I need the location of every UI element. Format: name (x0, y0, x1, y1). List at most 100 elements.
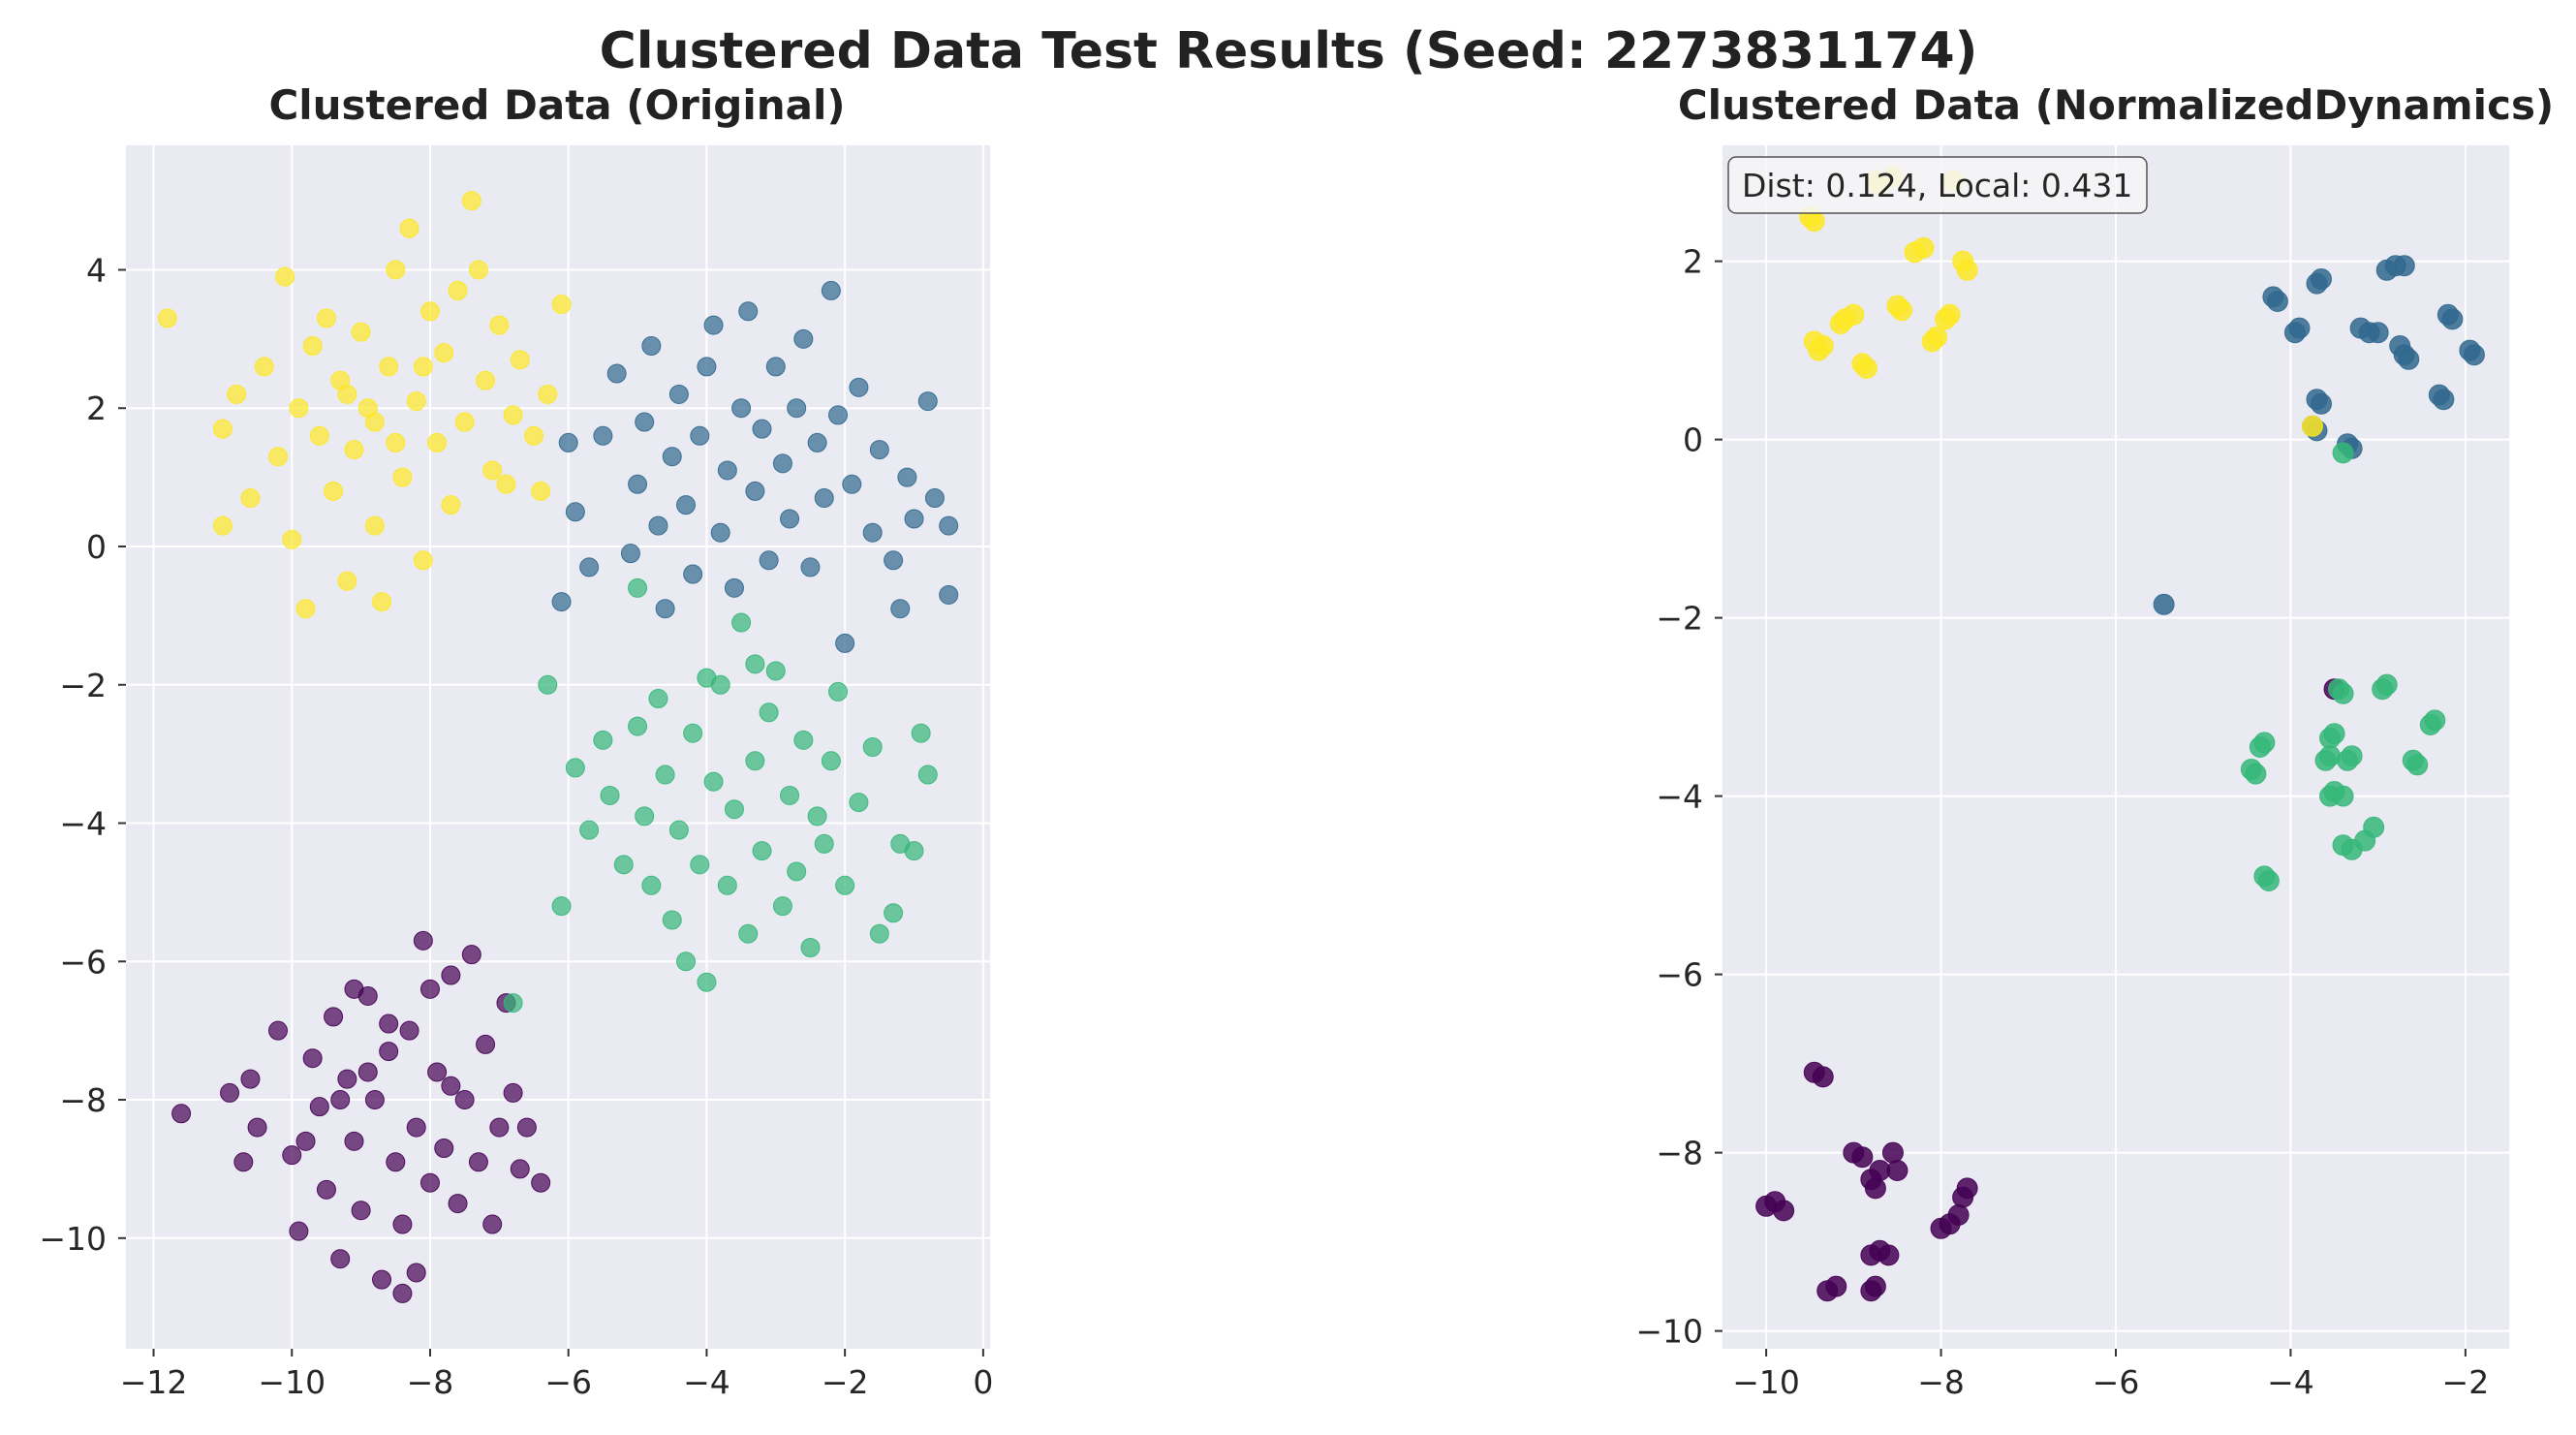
original-data-point (613, 855, 634, 875)
original-data-point (212, 419, 233, 439)
original-data-point (849, 377, 869, 397)
original-data-point (406, 1117, 426, 1138)
original-data-point (468, 1152, 488, 1172)
original-data-point (635, 412, 655, 432)
original-data-point (406, 1263, 426, 1283)
original-data-point (807, 806, 827, 827)
original-data-point (267, 447, 288, 467)
original-data-point (454, 1090, 475, 1110)
normalized-data-point (2253, 732, 2276, 754)
original-data-point (765, 661, 786, 681)
original-data-point (787, 861, 807, 882)
original-data-point (835, 875, 855, 895)
original-data-point (531, 1172, 551, 1193)
normalized-x-tick-label: −4 (2267, 1363, 2314, 1401)
original-data-point (441, 965, 461, 985)
normalized-data-point (2311, 268, 2333, 290)
original-data-point (697, 972, 717, 992)
normalized-x-tick-label: −10 (1732, 1363, 1800, 1401)
normalized-data-point (1886, 1160, 1909, 1181)
original-data-point (489, 1117, 510, 1138)
normalized-data-point (2153, 593, 2175, 615)
original-data-point (267, 1020, 288, 1041)
original-data-point (392, 1214, 413, 1234)
original-series-0 (171, 930, 551, 1303)
normalized-data-point (1939, 303, 1961, 326)
original-data-point (386, 432, 406, 452)
original-data-point (309, 1097, 329, 1117)
normalized-y-tick-label: −2 (1656, 600, 1703, 638)
original-data-point (247, 1117, 267, 1138)
normalized-data-point (1864, 1275, 1886, 1297)
normalized-data-point (1881, 1141, 1904, 1164)
original-data-point (282, 1145, 302, 1166)
original-data-point (461, 945, 481, 965)
normalized-y-tick-label: −4 (1656, 778, 1703, 816)
original-data-point (392, 1283, 413, 1303)
normalized-data-point (2332, 682, 2354, 704)
original-data-point (351, 322, 371, 342)
original-x-tick-label: −6 (544, 1363, 592, 1401)
original-data-point (890, 599, 911, 619)
original-data-point (302, 1048, 323, 1069)
normalized-x-tick-label: −2 (2442, 1363, 2490, 1401)
original-data-point (662, 910, 682, 930)
original-data-point (295, 1131, 316, 1151)
original-y-tick-label: 4 (86, 251, 107, 289)
original-x-tick-label: −10 (258, 1363, 326, 1401)
original-data-point (593, 425, 613, 446)
normalized-data-point (2341, 745, 2363, 767)
original-data-point (413, 930, 433, 951)
normalized-data-point (2398, 348, 2420, 370)
normalized-data-point (1855, 358, 1878, 379)
normalized-data-point (1843, 303, 1865, 326)
original-data-point (496, 474, 516, 494)
original-data-point (814, 488, 834, 509)
original-data-point (330, 1090, 351, 1110)
original-data-point (821, 751, 841, 771)
original-data-point (386, 260, 406, 280)
original-data-point (731, 612, 752, 633)
original-data-point (780, 785, 800, 805)
original-data-point (828, 405, 849, 425)
normalized-data-point (2245, 763, 2267, 785)
normalized-data-point (2424, 709, 2446, 732)
original-y-tick-label: −10 (39, 1220, 107, 1258)
normalized-data-point (1947, 1204, 1970, 1226)
normalized-data-point (2266, 291, 2288, 312)
original-data-point (752, 419, 772, 439)
original-data-point (703, 315, 724, 335)
original-x-tick-label: −4 (683, 1363, 730, 1401)
normalized-x-tick-label: −8 (1917, 1363, 1965, 1401)
normalized-data-point (1926, 326, 1948, 348)
original-x-tick-label: −12 (120, 1363, 188, 1401)
normalized-x-tick-label: −6 (2093, 1363, 2140, 1401)
normalized-y-tick-label: −10 (1635, 1313, 1703, 1351)
original-data-point (364, 1090, 385, 1110)
original-data-point (655, 599, 675, 619)
original-data-point (372, 1269, 392, 1290)
original-data-point (220, 1082, 240, 1103)
normalized-data-point (1864, 1177, 1886, 1200)
original-data-point (772, 896, 792, 917)
original-data-point (240, 1069, 261, 1089)
original-data-point (752, 841, 772, 861)
original-data-point (849, 793, 869, 813)
original-data-point (697, 357, 717, 377)
original-data-point (448, 280, 468, 300)
original-data-point (703, 771, 724, 792)
original-data-point (648, 689, 668, 709)
original-data-point (524, 425, 544, 446)
original-data-point (503, 993, 523, 1014)
normalized-data-point (2323, 723, 2345, 745)
normalized-data-point (1773, 1200, 1795, 1222)
original-data-point (641, 875, 662, 895)
original-data-point (372, 592, 392, 612)
original-data-point (441, 1076, 461, 1096)
original-data-point (351, 1201, 371, 1221)
original-data-point (227, 384, 247, 404)
normalized-data-point (1956, 1177, 1978, 1200)
original-y-tick-label: −6 (59, 943, 107, 981)
normalized-data-point (2363, 816, 2385, 838)
